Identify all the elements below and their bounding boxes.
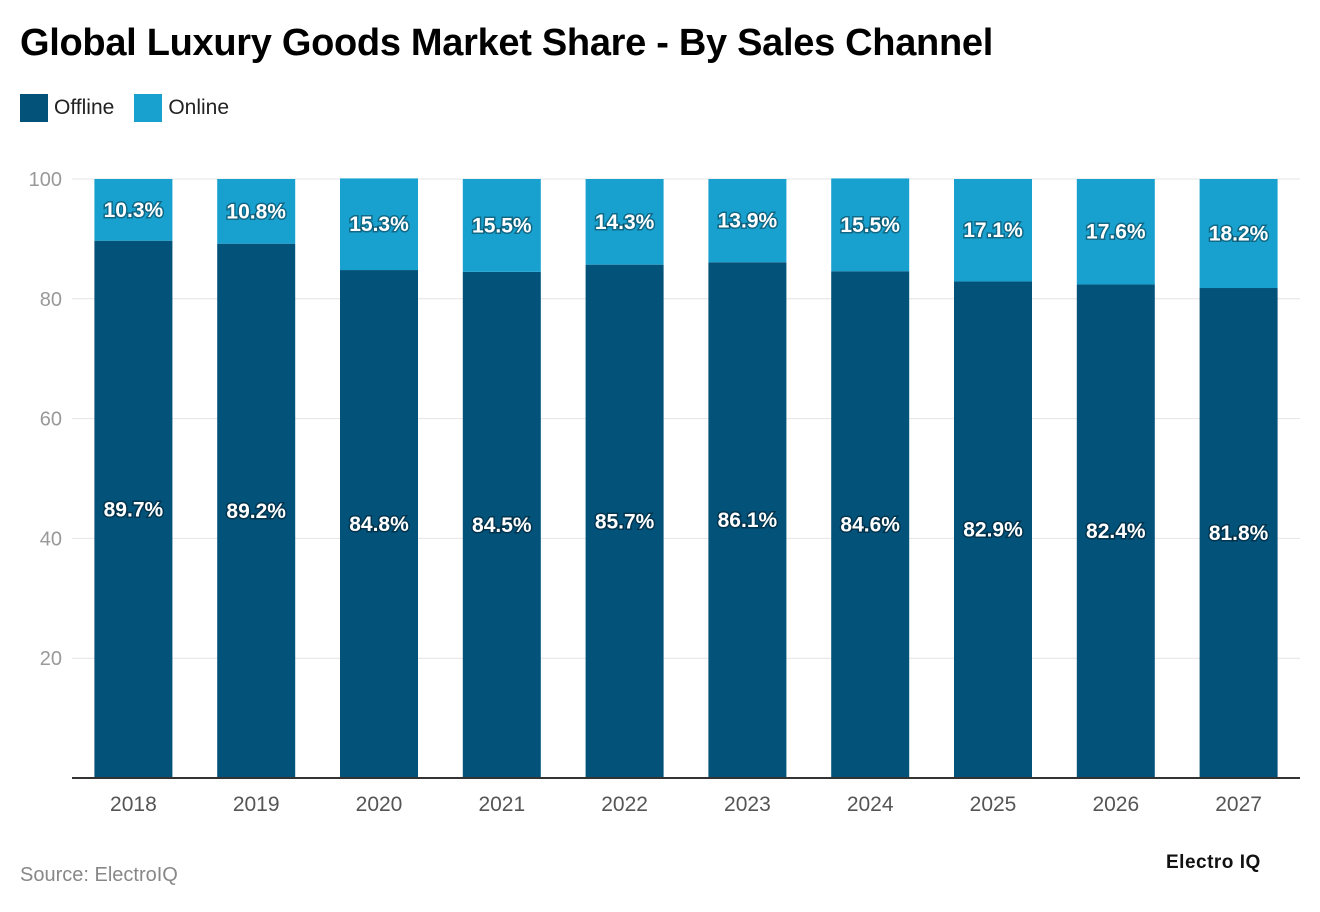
data-label-offline: 86.1% (718, 509, 778, 532)
data-label-offline: 84.8% (349, 513, 409, 536)
data-label-online: 10.3% (104, 199, 164, 222)
legend-label-offline: Offline (54, 96, 115, 119)
legend: Offline Online (20, 94, 229, 122)
bar-online (708, 179, 787, 263)
legend-item-offline: Offline (20, 94, 114, 122)
data-label-offline: 89.2% (226, 500, 286, 523)
y-tick-label: 60 (40, 409, 62, 431)
bar-offline (462, 271, 541, 778)
y-tick-label: 100 (29, 169, 62, 191)
data-label-offline: 82.4% (1086, 520, 1146, 543)
x-tick-label: 2025 (970, 793, 1017, 816)
data-label-offline: 81.8% (1209, 522, 1269, 545)
bar-online (1199, 179, 1278, 289)
bar-online (954, 179, 1032, 282)
bar-online (94, 179, 173, 241)
y-tick-label: 40 (40, 528, 62, 550)
bar-online (340, 178, 418, 271)
legend-swatch-online (134, 94, 163, 122)
legend-label-online: Online (168, 96, 230, 119)
data-label-online: 17.6% (1086, 221, 1146, 244)
bar-offline (1076, 284, 1155, 778)
data-label-offline: 84.6% (840, 514, 900, 537)
data-label-online: 15.5% (472, 214, 532, 237)
x-tick-label: 2019 (233, 793, 280, 816)
x-tick-label: 2018 (110, 793, 157, 816)
bar-online (217, 179, 296, 244)
y-tick-label: 80 (40, 289, 62, 311)
bar-offline (585, 264, 664, 779)
x-tick-label: 2022 (601, 793, 648, 816)
bar-offline (217, 243, 296, 778)
data-label-online: 18.2% (1209, 223, 1269, 246)
bar-offline (831, 271, 910, 778)
bar-online (462, 179, 541, 272)
data-label-offline: 82.9% (963, 519, 1023, 542)
data-label-offline: 85.7% (595, 510, 655, 533)
data-label-offline: 89.7% (104, 498, 164, 521)
x-tick-label: 2027 (1215, 793, 1262, 816)
data-label-online: 15.5% (840, 214, 900, 237)
data-label-online: 13.9% (718, 210, 778, 233)
data-label-offline: 84.5% (472, 514, 532, 537)
x-tick-label: 2023 (724, 793, 771, 816)
data-label-online: 17.1% (963, 219, 1023, 242)
y-tick-label: 20 (40, 648, 62, 670)
source-note: Source: ElectroIQ (20, 864, 178, 886)
legend-swatch-offline (20, 94, 48, 122)
bar-online (585, 179, 664, 265)
x-tick-label: 2020 (356, 793, 403, 816)
bar-online (831, 178, 910, 272)
bar-offline (340, 270, 418, 778)
bar-offline (94, 240, 173, 778)
bar-offline (1199, 288, 1278, 778)
bar-offline (954, 281, 1032, 778)
chart-title: Global Luxury Goods Market Share - By Sa… (20, 22, 993, 64)
x-tick-label: 2026 (1092, 793, 1139, 816)
data-label-online: 14.3% (595, 211, 655, 234)
electroiq-logo: Electro IQ (1166, 852, 1261, 873)
data-label-online: 15.3% (349, 213, 409, 236)
bar-offline (708, 262, 787, 778)
data-label-online: 10.8% (226, 200, 286, 223)
x-tick-label: 2024 (847, 793, 894, 816)
legend-item-online: Online (134, 94, 229, 122)
bar-online (1076, 179, 1155, 285)
x-tick-label: 2021 (478, 793, 525, 816)
